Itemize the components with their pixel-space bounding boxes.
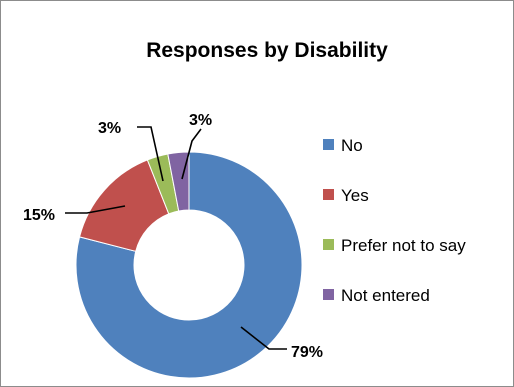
slice-not-entered (167, 151, 190, 212)
legend-swatch-not-entered (323, 289, 334, 300)
data-label-yes: 15% (23, 207, 55, 224)
legend-swatch-prefer-not-to-say (323, 239, 334, 250)
data-label-not-entered: 3% (189, 112, 212, 129)
data-label-prefer-not-to-say: 3% (98, 120, 121, 137)
chart-title: Responses by Disability (146, 39, 388, 62)
legend-label-no: No (341, 136, 363, 155)
doughnut-slices (75, 151, 303, 379)
data-label-no: 79% (291, 344, 323, 361)
legend-label-prefer-not-to-say: Prefer not to say (341, 236, 466, 255)
leader-line-prefer (137, 126, 164, 182)
leader-line-yes (65, 205, 126, 214)
legend: No Yes Prefer not to say Not entered (323, 136, 466, 305)
legend-swatch-yes (323, 189, 334, 200)
slice-no (75, 151, 303, 379)
label-leaders (65, 126, 287, 350)
leader-line-no (240, 326, 287, 350)
legend-swatch-no (323, 139, 334, 150)
legend-label-not-entered: Not entered (341, 286, 430, 305)
legend-label-yes: Yes (341, 186, 369, 205)
leader-line-not-entered (181, 128, 202, 180)
